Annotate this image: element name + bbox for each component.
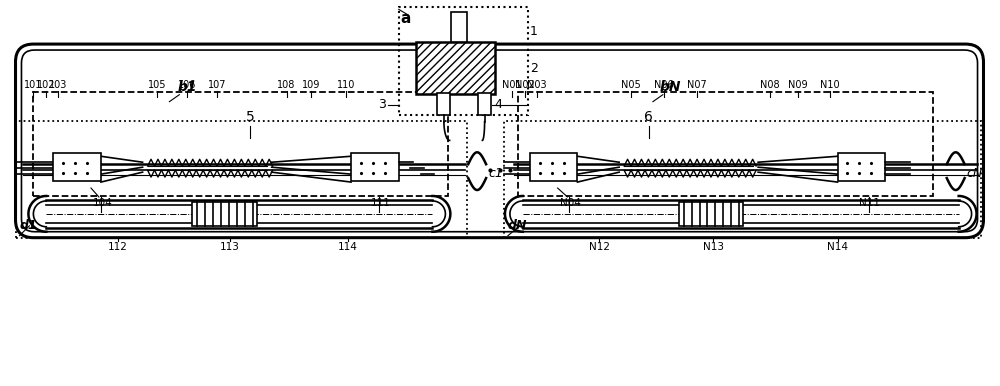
Text: N07: N07 — [687, 80, 706, 90]
Bar — [478, 93, 491, 115]
Text: 101: 101 — [24, 80, 43, 90]
Text: 3: 3 — [378, 98, 386, 111]
Text: N06: N06 — [654, 80, 674, 90]
Text: N03: N03 — [527, 80, 547, 90]
Text: dN: dN — [508, 219, 527, 232]
Text: N01: N01 — [502, 80, 522, 90]
Text: 106: 106 — [178, 80, 196, 90]
FancyBboxPatch shape — [16, 44, 983, 238]
Text: 109: 109 — [302, 80, 321, 90]
Bar — [838, 153, 885, 181]
Text: N04: N04 — [560, 198, 580, 208]
Bar — [451, 12, 467, 42]
FancyBboxPatch shape — [21, 50, 978, 232]
Bar — [416, 42, 495, 94]
Text: 113: 113 — [220, 242, 240, 252]
Text: 105: 105 — [148, 80, 167, 90]
Text: N09: N09 — [788, 80, 808, 90]
Text: 1: 1 — [530, 25, 538, 38]
Text: N08: N08 — [760, 80, 780, 90]
Text: 2: 2 — [530, 63, 538, 75]
Text: 6: 6 — [644, 110, 653, 125]
Text: 4: 4 — [494, 98, 502, 111]
Bar — [53, 153, 101, 181]
Text: 107: 107 — [208, 80, 226, 90]
Bar — [437, 93, 450, 115]
Text: N05: N05 — [621, 80, 641, 90]
Text: 102: 102 — [37, 80, 56, 90]
Text: cN: cN — [967, 167, 983, 179]
Text: N13: N13 — [703, 242, 724, 252]
Text: bN: bN — [660, 80, 682, 94]
Text: 104: 104 — [93, 198, 113, 208]
Text: 114: 114 — [338, 242, 358, 252]
Text: 110: 110 — [337, 80, 355, 90]
Text: 5: 5 — [245, 110, 254, 125]
Text: 108: 108 — [277, 80, 296, 90]
Text: d1: d1 — [19, 219, 37, 232]
Bar — [192, 202, 257, 226]
Text: N11: N11 — [859, 198, 880, 208]
Text: a: a — [401, 11, 411, 26]
Text: N02: N02 — [515, 80, 535, 90]
Bar — [351, 153, 399, 181]
Bar — [530, 153, 577, 181]
Text: N12: N12 — [589, 242, 610, 252]
Text: N14: N14 — [827, 242, 848, 252]
Text: N10: N10 — [820, 80, 839, 90]
Text: 111: 111 — [371, 198, 391, 208]
Text: 112: 112 — [108, 242, 128, 252]
Text: c1: c1 — [488, 167, 503, 179]
Bar — [679, 202, 743, 226]
Text: 103: 103 — [49, 80, 67, 90]
Text: b1: b1 — [178, 80, 197, 94]
